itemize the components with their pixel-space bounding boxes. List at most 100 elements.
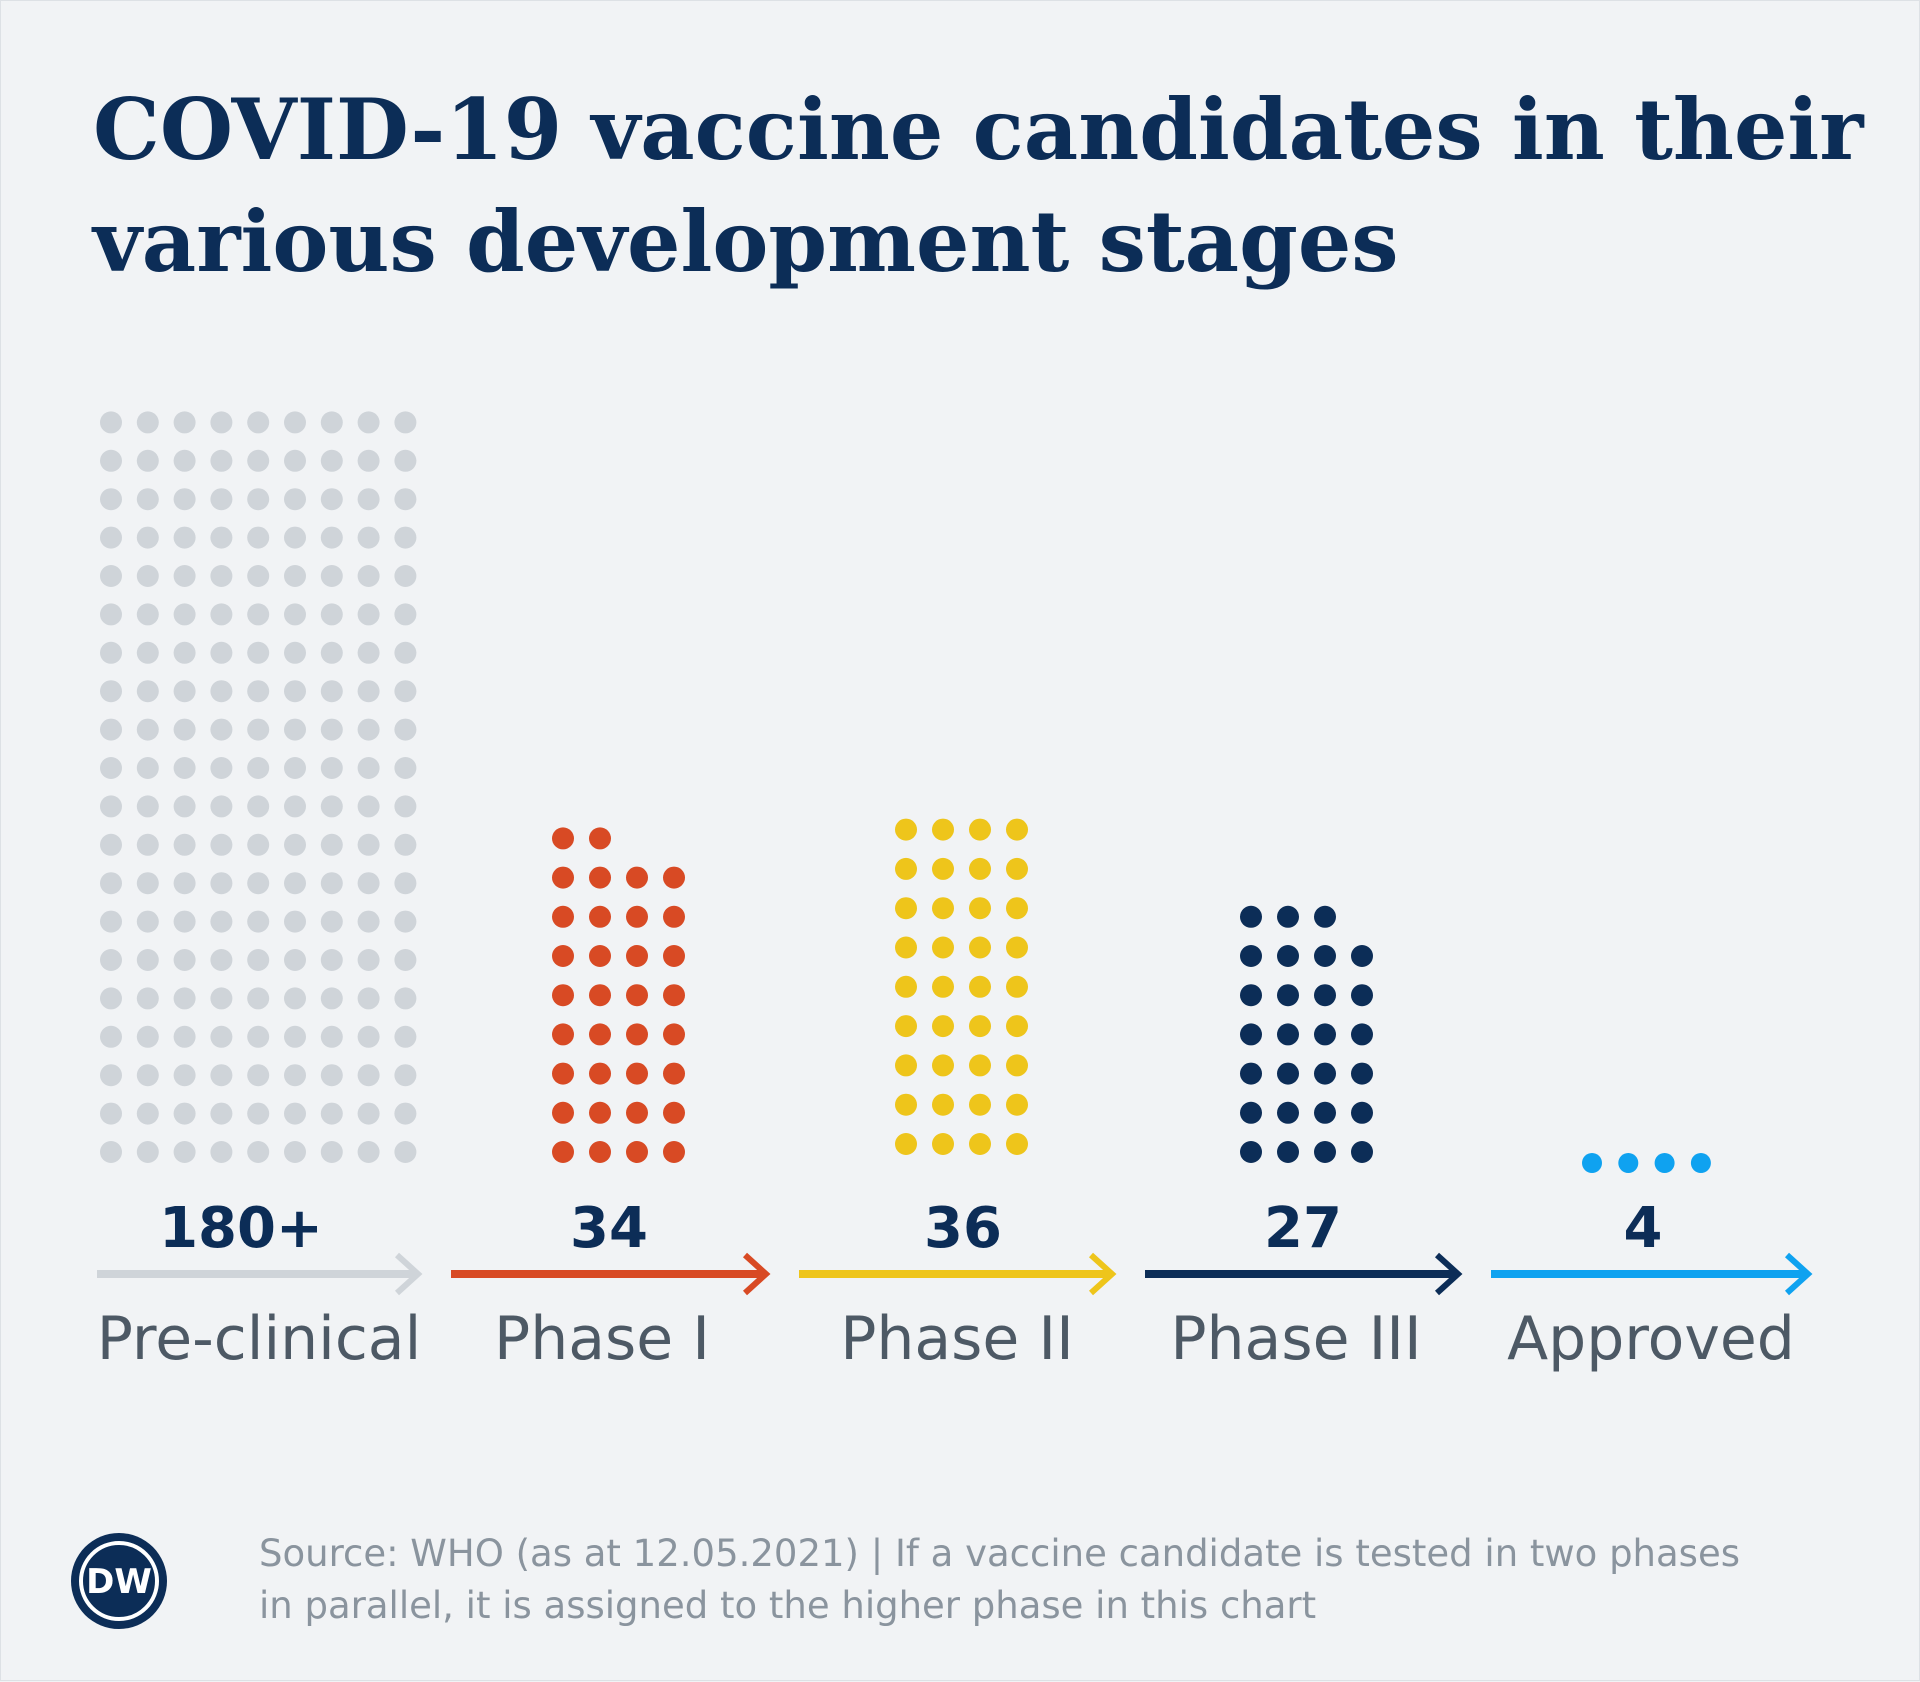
dot-preclinical: [357, 1064, 380, 1087]
dot-preclinical: [284, 526, 306, 549]
arrow-phase-2: [799, 1252, 1117, 1296]
count-label-phase-3: 27: [1264, 1196, 1342, 1261]
dot-phase-2: [1006, 857, 1028, 880]
dot-preclinical: [173, 987, 196, 1010]
dot-phase-2: [895, 975, 917, 998]
dot-preclinical: [394, 1064, 417, 1087]
dot-preclinical: [357, 449, 380, 472]
dot-preclinical: [173, 949, 196, 971]
dot-preclinical: [284, 641, 306, 664]
dot-preclinical: [173, 718, 196, 741]
dot-phase-3: [1314, 1062, 1336, 1085]
dot-preclinical: [394, 757, 417, 779]
stage-label-preclinical: Pre-clinical: [97, 1304, 422, 1374]
dot-preclinical: [247, 565, 270, 587]
dot-phase-3: [1240, 945, 1262, 967]
dot-preclinical: [136, 872, 159, 895]
dot-phase-1: [663, 866, 685, 889]
dot-preclinical: [320, 795, 343, 818]
dot-preclinical: [100, 833, 122, 856]
dot-preclinical: [136, 1064, 159, 1087]
dot-preclinical: [320, 449, 343, 472]
dot-preclinical: [210, 949, 233, 971]
dot-phase-3: [1351, 1023, 1373, 1046]
dot-phase-2: [1006, 1015, 1028, 1038]
dot-preclinical: [284, 1141, 306, 1163]
dot-preclinical: [247, 718, 270, 741]
dot-preclinical: [394, 641, 417, 664]
dot-phase-3: [1314, 1023, 1336, 1046]
stage-arrows: [97, 1252, 1813, 1296]
title-line-1: COVID-19 vaccine candidates in their: [93, 80, 1865, 179]
dot-phase-3: [1277, 984, 1299, 1007]
dot-phase-1: [552, 945, 574, 967]
dot-phase-1: [663, 1023, 685, 1046]
dot-phase-1: [552, 984, 574, 1007]
dot-preclinical: [100, 1025, 122, 1048]
stage-label-phase-1: Phase I: [494, 1304, 710, 1374]
dot-preclinical: [100, 603, 122, 626]
count-label-phase-1: 34: [570, 1196, 648, 1261]
dot-preclinical: [210, 910, 233, 933]
dot-preclinical: [357, 603, 380, 626]
dot-preclinical: [320, 526, 343, 549]
dot-phase-3: [1277, 1141, 1299, 1163]
dot-preclinical: [357, 1102, 380, 1125]
dot-preclinical: [247, 949, 270, 971]
dot-phase-1: [663, 1101, 685, 1124]
dot-preclinical: [357, 833, 380, 856]
dot-preclinical: [320, 680, 343, 703]
dot-phase-2: [895, 818, 917, 841]
dot-preclinical: [100, 1102, 122, 1125]
dot-column-preclinical: [100, 411, 417, 1163]
dot-phase-1: [589, 1062, 611, 1085]
dot-preclinical: [284, 488, 306, 511]
dot-phase-3: [1240, 905, 1262, 928]
dot-preclinical: [320, 718, 343, 741]
title-line-2: various development stages: [91, 192, 1399, 291]
dot-preclinical: [173, 795, 196, 818]
dot-preclinical: [136, 526, 159, 549]
count-label-approved: 4: [1624, 1196, 1663, 1261]
dot-phase-2: [932, 1133, 954, 1155]
dot-preclinical: [394, 949, 417, 971]
dot-preclinical: [284, 833, 306, 856]
dot-preclinical: [173, 1064, 196, 1087]
dot-preclinical: [320, 641, 343, 664]
dot-preclinical: [284, 1102, 306, 1125]
dot-preclinical: [173, 680, 196, 703]
dot-phase-2: [932, 1093, 954, 1116]
dot-phase-3: [1351, 1101, 1373, 1124]
dot-preclinical: [136, 1102, 159, 1125]
dot-preclinical: [210, 641, 233, 664]
dot-phase-3: [1240, 1101, 1262, 1124]
dot-preclinical: [136, 949, 159, 971]
dot-preclinical: [247, 872, 270, 895]
dot-preclinical: [136, 603, 159, 626]
dot-phase-1: [552, 827, 574, 850]
dot-preclinical: [320, 488, 343, 511]
dot-phase-2: [895, 1133, 917, 1155]
dot-preclinical: [173, 1141, 196, 1163]
dot-preclinical: [173, 1025, 196, 1048]
dot-phase-1: [552, 1101, 574, 1124]
dot-preclinical: [136, 565, 159, 587]
dot-phase-1: [552, 1023, 574, 1046]
dot-phase-1: [626, 905, 648, 928]
dot-preclinical: [357, 949, 380, 971]
dot-preclinical: [320, 833, 343, 856]
arrow-phase-1: [451, 1252, 771, 1296]
dot-phase-2: [932, 936, 954, 959]
dot-preclinical: [284, 603, 306, 626]
dot-preclinical: [173, 411, 196, 434]
dot-preclinical: [173, 757, 196, 779]
dot-phase-2: [1006, 1054, 1028, 1077]
dot-preclinical: [247, 1064, 270, 1087]
dot-preclinical: [394, 449, 417, 472]
dot-phase-3: [1240, 1023, 1262, 1046]
dw-logo: DW: [71, 1533, 167, 1629]
dot-phase-2: [895, 1093, 917, 1116]
dot-preclinical: [357, 718, 380, 741]
dot-preclinical: [173, 910, 196, 933]
